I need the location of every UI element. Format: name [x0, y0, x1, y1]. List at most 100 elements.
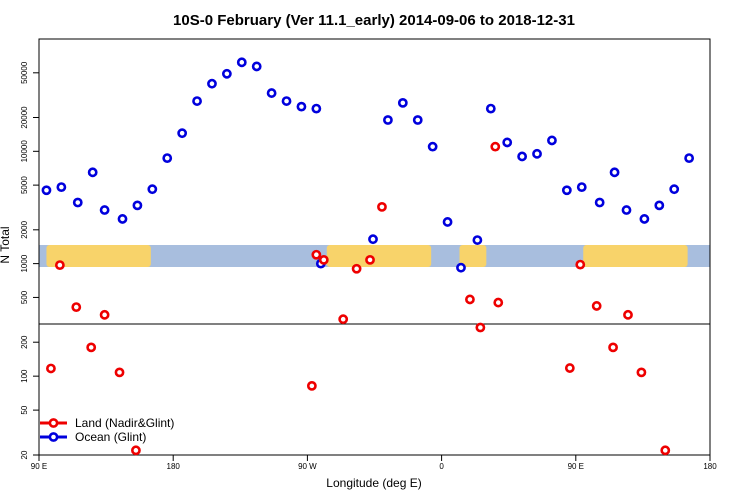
land-point — [114, 367, 125, 378]
land-point — [86, 342, 97, 353]
x-axis-label: Longitude (deg E) — [326, 476, 421, 490]
ocean-point — [442, 217, 453, 227]
ocean-point — [485, 103, 496, 114]
data-points — [41, 57, 695, 456]
ocean-point — [221, 68, 232, 79]
land-point — [564, 363, 575, 373]
ocean-point — [87, 167, 98, 178]
legend-land-marker — [48, 418, 59, 428]
x-tick-label: 90 E — [568, 462, 584, 471]
land-point — [608, 342, 618, 353]
x-tick-label: 90 W — [298, 462, 317, 471]
ocean-point — [207, 78, 217, 89]
ocean-point — [132, 200, 143, 211]
land-point — [623, 309, 633, 320]
ocean-point — [532, 148, 542, 159]
ocean-point — [147, 184, 158, 195]
land-point — [131, 445, 141, 456]
ocean-point — [99, 205, 110, 215]
ocean-point — [56, 182, 67, 193]
ocean-point — [502, 137, 513, 148]
x-tick-label: 90 E — [31, 462, 47, 471]
ocean-point — [547, 135, 557, 146]
ocean-point — [177, 128, 188, 139]
ocean-point — [72, 197, 83, 208]
land-point — [591, 301, 602, 311]
y-tick-label: 2000 — [20, 220, 29, 238]
ocean-point — [427, 141, 438, 152]
legend: Land (Nadir&Glint) Ocean (Glint) — [40, 416, 174, 444]
ocean-point — [368, 234, 378, 245]
ocean-point — [594, 197, 605, 208]
map-band — [39, 245, 710, 267]
ocean-point — [311, 103, 322, 114]
y-tick-label: 200 — [20, 335, 29, 349]
land-point — [71, 302, 82, 313]
legend-ocean-label: Ocean (Glint) — [75, 430, 146, 444]
y-tick-label: 1000 — [20, 254, 29, 272]
x-tick-label: 180 — [703, 462, 717, 471]
land-point — [338, 314, 349, 325]
y-tick-label: 50000 — [20, 61, 29, 84]
legend-ocean-marker — [48, 432, 59, 442]
map-land-region — [608, 245, 670, 267]
ocean-point — [456, 262, 466, 273]
land-point — [660, 445, 671, 456]
ocean-point — [266, 88, 277, 98]
x-axis: 90 E 180 90 W 0 90 E 180 — [31, 455, 717, 471]
x-tick-label: 180 — [167, 462, 181, 471]
land-point — [493, 297, 504, 308]
land-point — [99, 309, 110, 320]
ocean-point — [621, 205, 632, 215]
ocean-point — [639, 214, 650, 224]
ocean-point — [517, 151, 528, 162]
map-land-region — [459, 245, 487, 267]
legend-land-label: Land (Nadir&Glint) — [75, 416, 174, 430]
ocean-point — [236, 57, 247, 68]
ocean-point — [684, 153, 695, 164]
land-point — [490, 141, 501, 152]
land-point — [54, 260, 65, 271]
y-tick-label: 10000 — [20, 140, 29, 163]
ocean-point — [296, 101, 307, 112]
plot-frame — [38, 38, 711, 456]
y-axis: 500 1000 2000 5000 10000 20000 50000 20 50 100 200 — [20, 61, 39, 459]
land-point — [575, 259, 586, 270]
ocean-point — [281, 96, 292, 106]
ocean-point — [383, 115, 393, 125]
y-tick-label: 20000 — [20, 106, 29, 129]
land-point — [377, 201, 387, 212]
x-tick-label: 0 — [439, 462, 444, 471]
land-point — [365, 254, 375, 265]
land-point — [475, 322, 486, 333]
ocean-point — [472, 235, 483, 245]
ocean-point — [561, 185, 572, 196]
y-tick-label: 50 — [20, 405, 29, 414]
ocean-point — [251, 61, 262, 72]
y-tick-label: 20 — [20, 450, 29, 459]
y-tick-label: 500 — [20, 290, 29, 304]
ocean-point — [162, 153, 173, 164]
ocean-point — [609, 167, 620, 178]
land-point — [318, 254, 329, 265]
chart-title: 10S-0 February (Ver 11.1_early) 2014-09-… — [173, 12, 575, 29]
land-point — [636, 367, 647, 378]
map-land-region — [326, 245, 390, 267]
land-point — [311, 249, 322, 260]
ocean-point — [412, 115, 423, 125]
land-point — [351, 263, 362, 274]
ocean-point — [576, 182, 587, 193]
ocean-point — [654, 200, 665, 211]
ocean-point — [397, 97, 408, 108]
y-axis-label: N Total — [0, 226, 12, 263]
land-point — [46, 363, 56, 374]
map-land-region — [71, 245, 133, 267]
map-land-regions — [46, 245, 688, 267]
y-tick-label: 5000 — [20, 176, 29, 194]
ocean-point — [192, 96, 202, 106]
ocean-point — [41, 185, 52, 196]
land-point — [465, 294, 475, 305]
ocean-point — [117, 214, 128, 224]
ocean-point — [669, 184, 680, 195]
